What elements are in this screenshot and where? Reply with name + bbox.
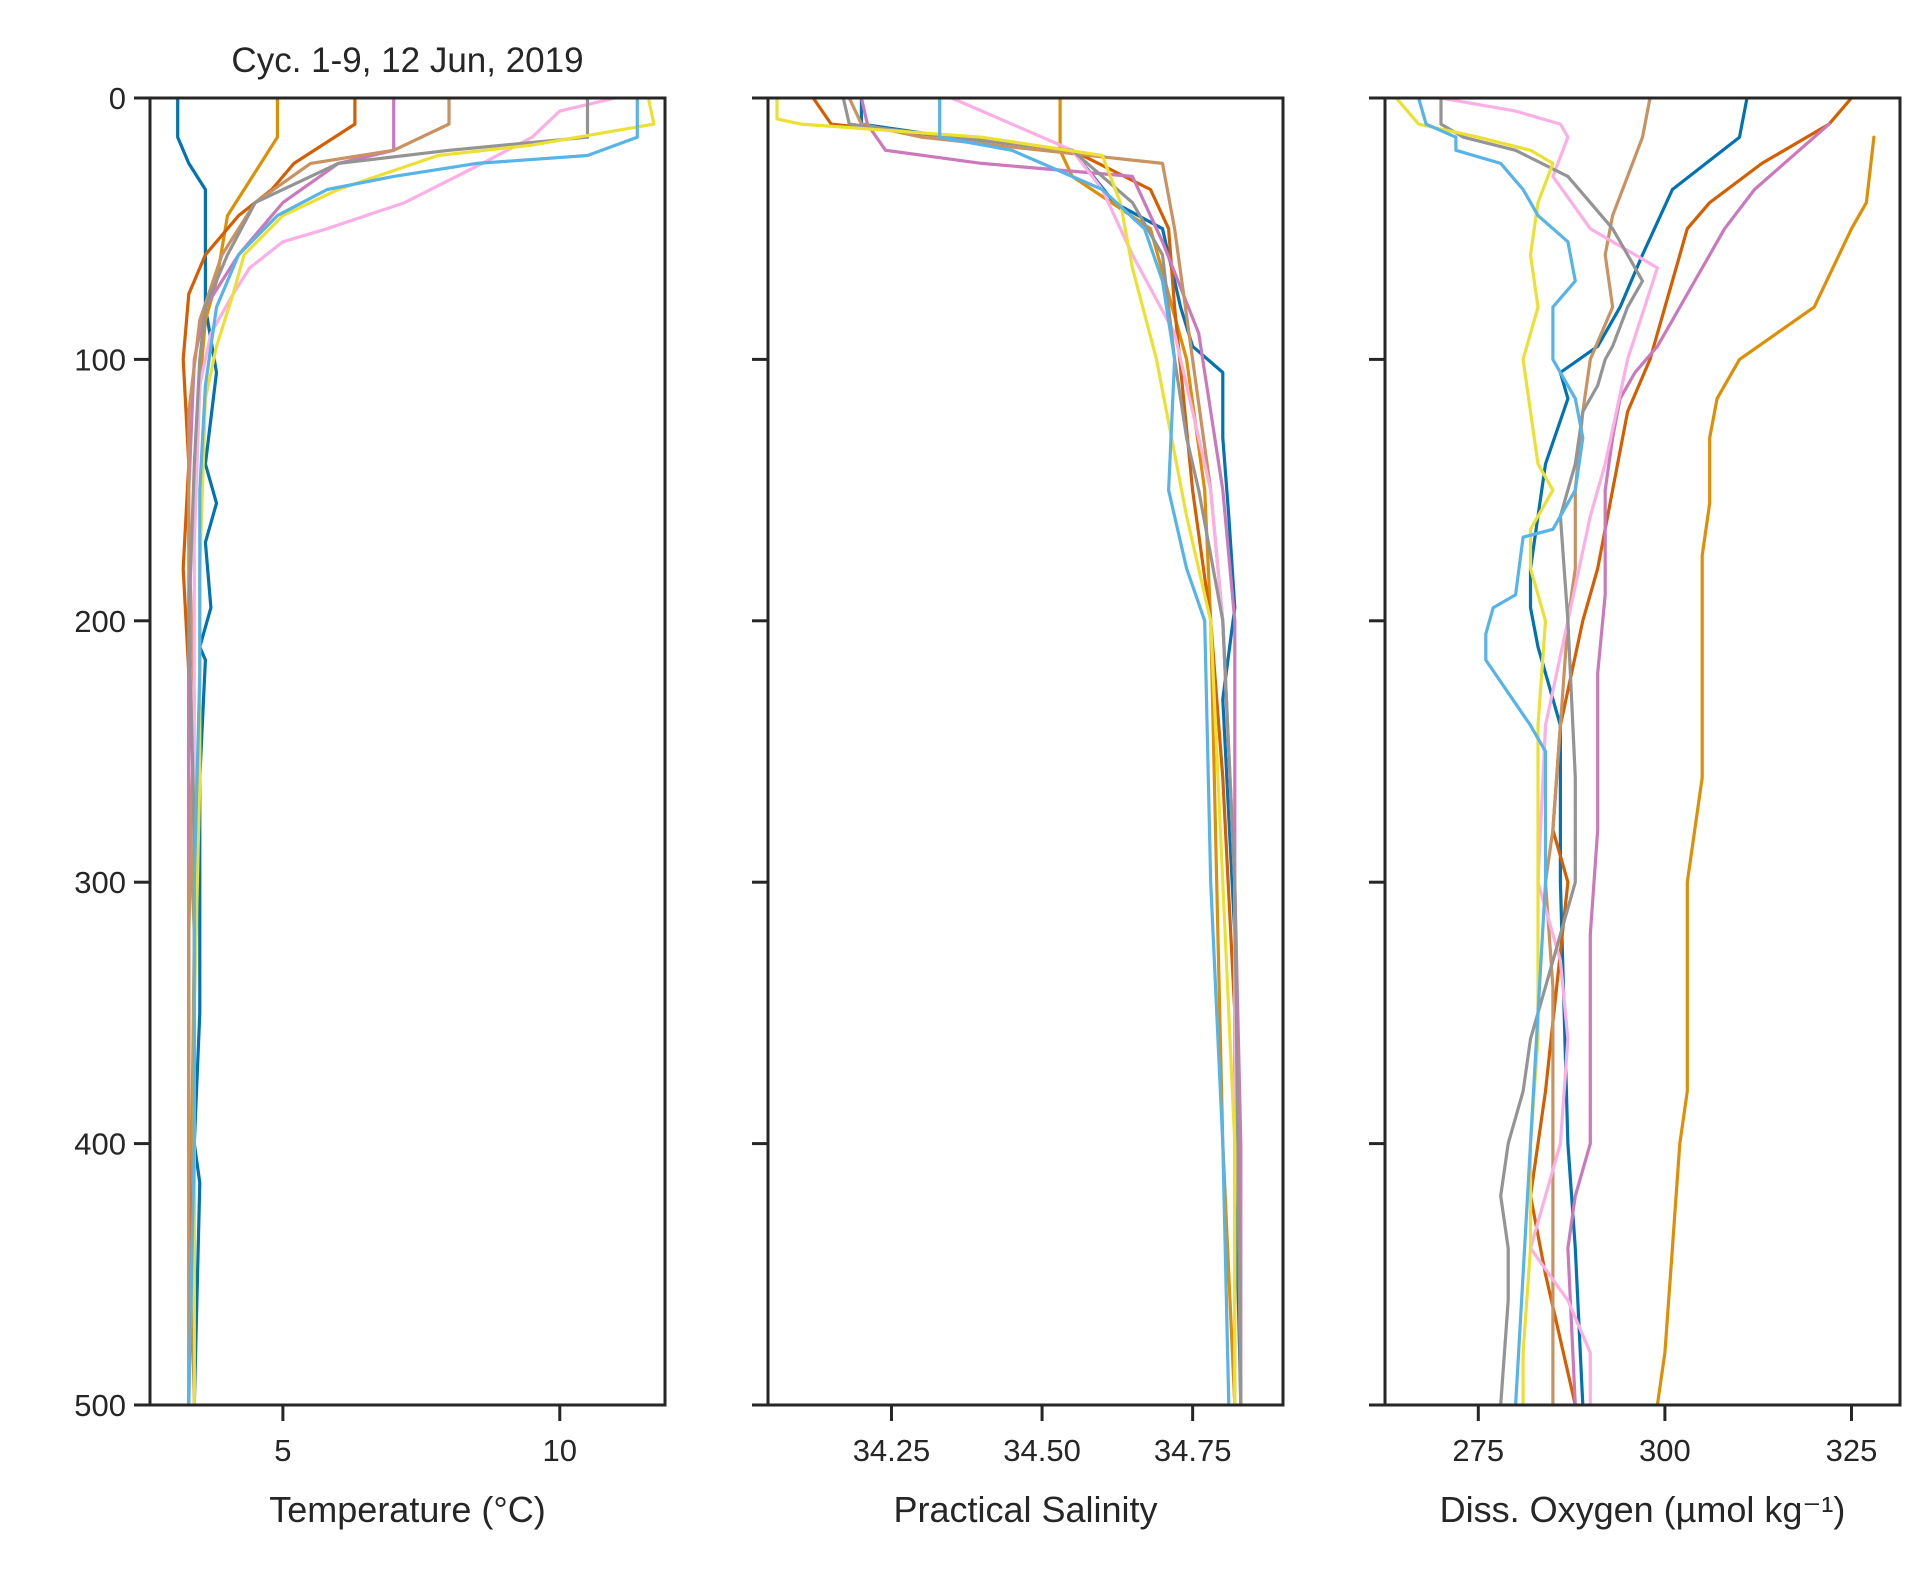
oxygen-series-group <box>1394 98 1876 1405</box>
temperature-series-line-7 <box>187 98 590 1405</box>
chart-title: Cyc. 1-9, 12 Jun, 2019 <box>231 41 583 80</box>
salinity-axes-frame <box>766 96 1285 1407</box>
oxygen-x-tick-label: 275 <box>1452 1433 1504 1468</box>
temperature-series-line-1 <box>176 98 219 1405</box>
temperature-y-tick-label: 0 <box>109 81 126 116</box>
temperature-series-line-4 <box>187 98 396 1405</box>
temperature-y-tick-label: 200 <box>74 604 126 639</box>
salinity-series-line-7 <box>841 98 1243 1405</box>
salinity-series-group <box>775 98 1243 1405</box>
temperature-x-tick-label: 5 <box>274 1433 291 1468</box>
oxygen-x-tick-label: 300 <box>1639 1433 1691 1468</box>
oxygen-series-line-3 <box>1528 98 1854 1405</box>
salinity-x-axis-label: Practical Salinity <box>893 1489 1157 1530</box>
temperature-y-tick-label: 400 <box>74 1127 126 1162</box>
oxygen-axes-frame <box>1383 96 1902 1407</box>
temperature-series-line-5 <box>187 98 451 1405</box>
oxygen-series-line-6 <box>1439 98 1660 1405</box>
oxygen-x-axis-label: Diss. Oxygen (µmol kg⁻¹) <box>1440 1489 1846 1530</box>
oxygen-series-line-8 <box>1394 98 1555 1405</box>
temperature-x-axis-label: Temperature (°C) <box>269 1489 545 1530</box>
temperature-y-tick-label: 300 <box>74 865 126 900</box>
salinity-x-tick-label: 34.25 <box>853 1433 931 1468</box>
oxygen-series-line-2 <box>1655 135 1876 1405</box>
temperature-series-line-8 <box>192 98 656 1405</box>
salinity-x-tick-label: 34.75 <box>1154 1433 1232 1468</box>
temperature-y-tick-label: 100 <box>74 342 126 377</box>
oxygen-series-line-5 <box>1543 98 1652 1405</box>
temperature-series-group <box>176 98 656 1405</box>
salinity-series-line-6 <box>950 98 1237 1405</box>
temperature-x-tick-label: 10 <box>543 1433 577 1468</box>
temperature-y-tick-label: 500 <box>74 1388 126 1423</box>
panel-salinity: 34.25 34.50 34.75 Practical Salinity <box>752 96 1285 1530</box>
salinity-series-line-3 <box>811 98 1237 1405</box>
temperature-series-line-6 <box>192 98 617 1405</box>
panel-temperature: 0 100 200 300 400 500 5 10 Temperature (°C) Cyc. … <box>74 41 667 1530</box>
oxygen-series-line-7 <box>1439 98 1645 1405</box>
oxygen-series-line-9 <box>1416 98 1585 1405</box>
oxygen-x-tick-label: 325 <box>1826 1433 1878 1468</box>
temperature-series-line-9 <box>187 98 639 1405</box>
salinity-x-tick-label: 34.50 <box>1003 1433 1081 1468</box>
salinity-series-line-8 <box>775 98 1237 1405</box>
salinity-series-line-5 <box>847 98 1243 1405</box>
panel-oxygen: 275 300 325 Diss. Oxygen (µmol kg⁻¹) <box>1369 96 1902 1530</box>
salinity-series-line-9 <box>938 98 1231 1405</box>
temperature-axes-frame <box>148 96 667 1407</box>
